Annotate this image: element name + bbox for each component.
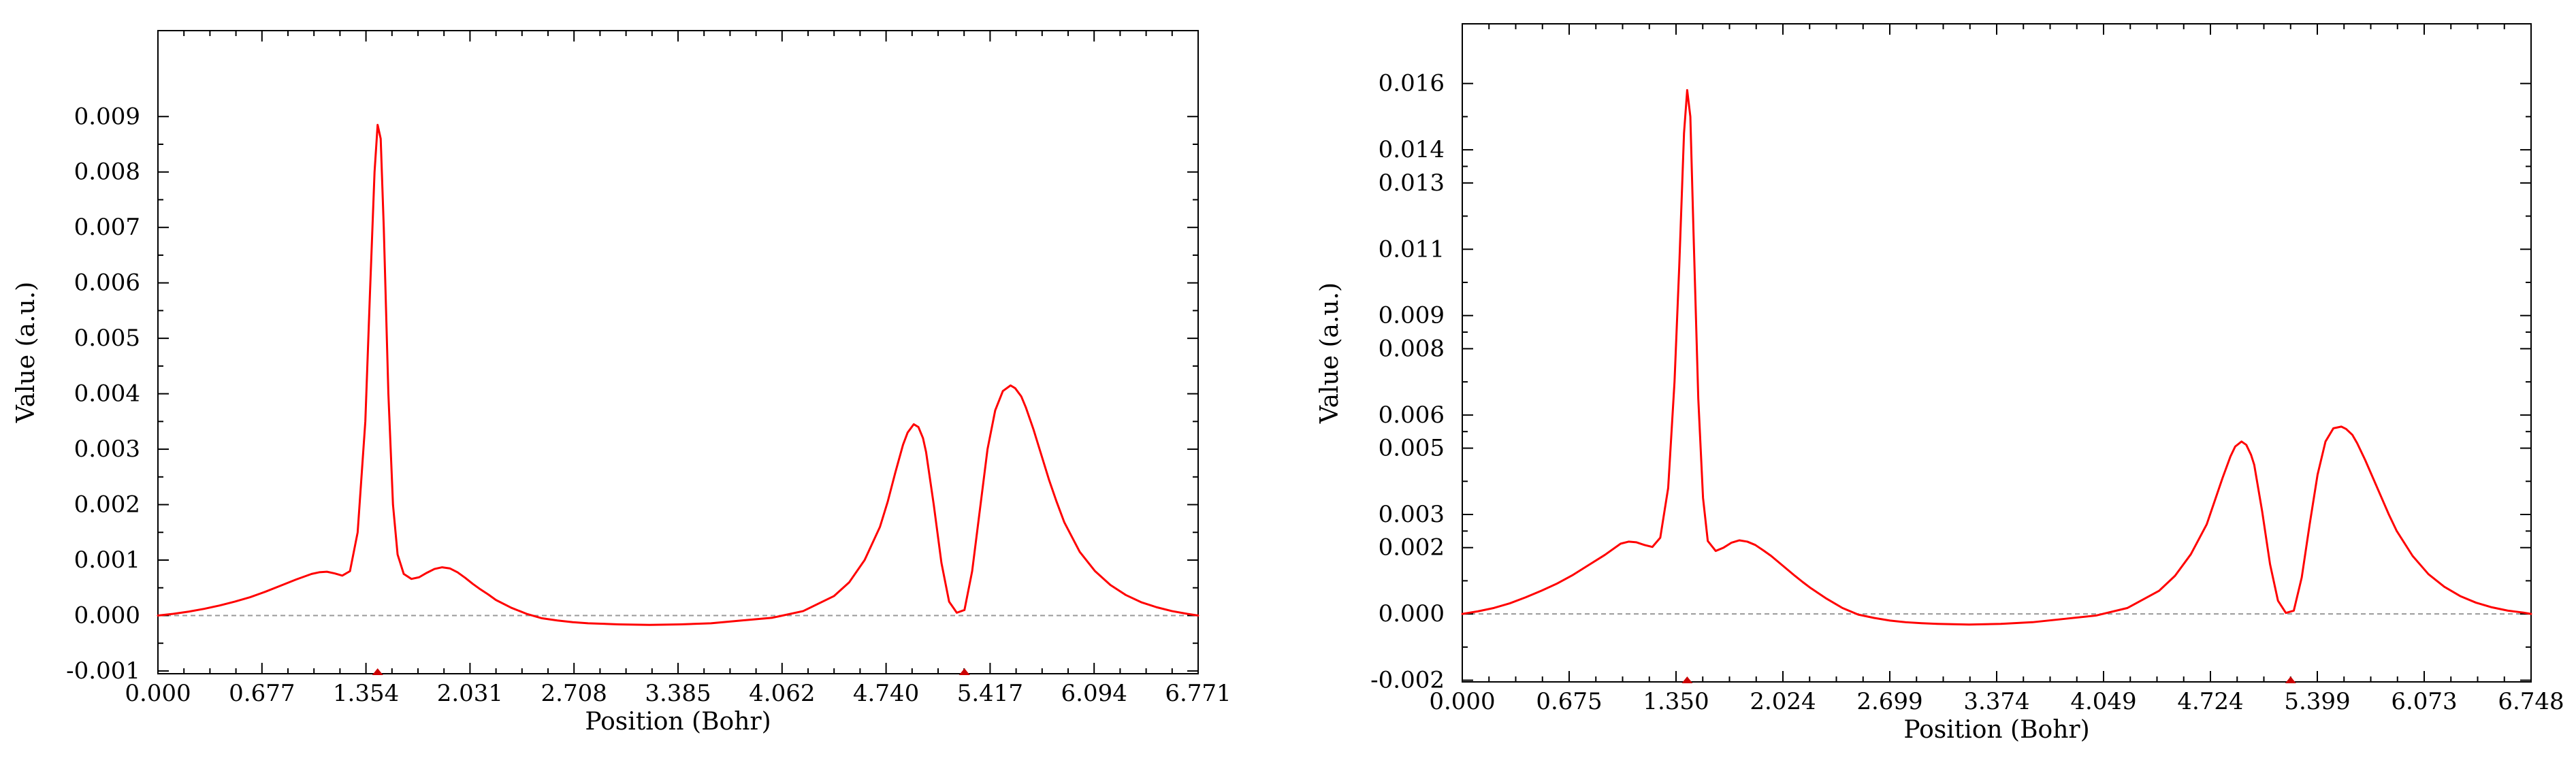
series-line-profile — [157, 123, 1200, 626]
x-tick-label: 5.399 — [2284, 688, 2350, 715]
x-tick-label: 0.000 — [1429, 688, 1495, 715]
x-tick-label: 3.374 — [1963, 688, 2029, 715]
atom-marker — [1681, 676, 1693, 683]
y-tick-label: -0.001 — [66, 657, 140, 685]
x-tick-label: 2.708 — [541, 680, 607, 707]
y-tick-label: 0.008 — [74, 159, 140, 186]
x-tick-label: 6.094 — [1061, 680, 1127, 707]
y-tick-label: 0.014 — [1379, 136, 1445, 163]
series-line-profile — [1461, 88, 2532, 626]
y-tick-label: 0.005 — [74, 325, 140, 352]
x-tick-label: 3.385 — [645, 680, 711, 707]
x-tick-label: 6.073 — [2391, 688, 2457, 715]
atom-marker — [372, 668, 383, 675]
x-tick-label: 4.049 — [2070, 688, 2136, 715]
y-tick-label: 0.009 — [1379, 302, 1445, 329]
atom-marker — [959, 668, 970, 675]
y-tick-label: 0.006 — [74, 269, 140, 297]
y-tick-label: 0.007 — [74, 214, 140, 241]
x-axis-label: Position (Bohr) — [1903, 716, 2089, 744]
y-tick-label: 0.006 — [1379, 402, 1445, 429]
left-chart: 0.000 0.677 1.354 2.031 2.708 3.385 4.062 4.740… — [12, 30, 1231, 736]
y-tick-label: 0.003 — [1379, 501, 1445, 528]
x-tick-label: 1.354 — [333, 680, 399, 707]
x-tick-label: 0.000 — [125, 680, 191, 707]
x-tick-label: 4.724 — [2177, 688, 2243, 715]
y-tick-label: -0.002 — [1370, 667, 1445, 694]
y-tick-label: 0.016 — [1379, 70, 1445, 97]
y-tick-label: 0.001 — [74, 546, 140, 574]
y-tick-label: 0.000 — [1379, 600, 1445, 627]
y-tick-label: 0.000 — [74, 602, 140, 629]
x-tick-label: 0.675 — [1536, 688, 1602, 715]
x-tick-label: 1.350 — [1643, 688, 1709, 715]
x-tick-label: 6.748 — [2498, 688, 2564, 715]
x-tick-label: 2.699 — [1856, 688, 1922, 715]
y-tick-label: 0.002 — [74, 491, 140, 519]
y-tick-label: 0.013 — [1379, 169, 1445, 197]
y-tick-label: 0.008 — [1379, 335, 1445, 362]
atom-marker — [2285, 676, 2296, 683]
y-tick-label: 0.009 — [74, 103, 140, 130]
x-tick-label: 2.031 — [437, 680, 503, 707]
x-axis-label: Position (Bohr) — [585, 708, 771, 736]
right-chart: 0.000 0.675 1.350 2.024 2.699 3.374 4.049 4.724… — [1316, 23, 2564, 744]
x-tick-label: 4.062 — [749, 680, 815, 707]
x-tick-label: 0.677 — [229, 680, 295, 707]
x-tick-label: 6.771 — [1165, 680, 1231, 707]
y-tick-label: 0.011 — [1379, 235, 1445, 263]
y-axis-label: Value (a.u.) — [1316, 282, 1344, 424]
y-axis-label: Value (a.u.) — [12, 282, 40, 423]
y-tick-label: 0.005 — [1379, 435, 1445, 462]
x-tick-label: 4.740 — [853, 680, 919, 707]
x-tick-label: 5.417 — [957, 680, 1023, 707]
y-tick-label: 0.004 — [74, 380, 140, 408]
y-tick-label: 0.003 — [74, 436, 140, 463]
y-tick-label: 0.002 — [1379, 534, 1445, 561]
x-tick-label: 2.024 — [1750, 688, 1816, 715]
